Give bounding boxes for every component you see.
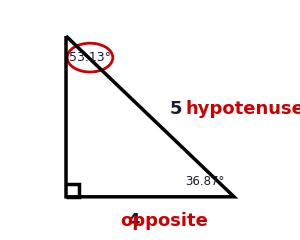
Text: hypotenuse: hypotenuse bbox=[186, 100, 300, 118]
Text: 36.87°: 36.87° bbox=[185, 175, 224, 188]
Text: 5: 5 bbox=[169, 100, 182, 118]
Text: 53.13°: 53.13° bbox=[69, 51, 111, 64]
Text: 4: 4 bbox=[127, 212, 140, 230]
Text: opposite: opposite bbox=[121, 212, 208, 230]
